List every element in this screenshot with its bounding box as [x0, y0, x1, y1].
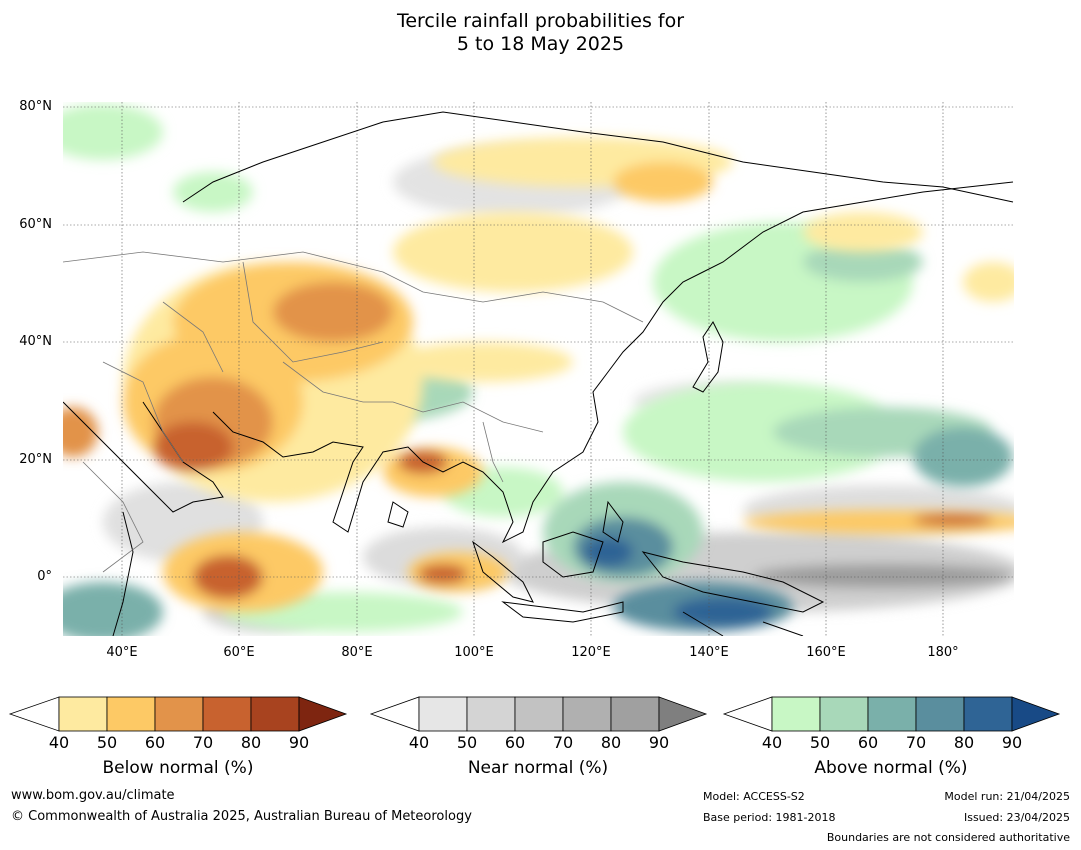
country-boundaries [63, 251, 644, 573]
tick-label: 60 [504, 733, 526, 752]
tick-label: 80 [240, 733, 262, 752]
tick-label: 40 [48, 733, 70, 752]
lon-label-120e: 120°E [571, 645, 611, 660]
lat-label-20n: 20°N [19, 452, 52, 467]
lat-label-40n: 40°N [19, 334, 52, 349]
lon-label-60e: 60°E [223, 645, 255, 660]
footer-model-run: Model run: 21/04/2025 [944, 790, 1070, 803]
footer-base-period: Base period: 1981-2018 [703, 811, 836, 824]
tick-label: 50 [456, 733, 478, 752]
footer-model: Model: ACCESS-S2 [703, 790, 805, 803]
tick-label: 80 [953, 733, 975, 752]
tick-label: 90 [288, 733, 310, 752]
tick-label: 70 [905, 733, 927, 752]
footer-url[interactable]: www.bom.gov.au/climate [11, 788, 175, 803]
lon-label-100e: 100°E [454, 645, 494, 660]
legend-title-near: Near normal (%) [467, 758, 609, 778]
colorbar-above-normal [722, 696, 1061, 732]
rainfall-probability-map [63, 102, 1014, 636]
lon-label-40e: 40°E [106, 645, 138, 660]
tick-label: 70 [192, 733, 214, 752]
lon-label-140e: 140°E [689, 645, 729, 660]
tick-label: 90 [648, 733, 670, 752]
map-canvas [63, 102, 1014, 636]
footer-issued: Issued: 23/04/2025 [963, 811, 1070, 824]
tick-label: 80 [600, 733, 622, 752]
coastlines [63, 111, 1014, 636]
legend-title-below: Below normal (%) [102, 758, 254, 778]
legend-title-above: Above normal (%) [814, 758, 968, 778]
tick-label: 90 [1001, 733, 1023, 752]
tick-label: 50 [809, 733, 831, 752]
footer-copyright: © Commonwealth of Australia 2025, Austra… [11, 809, 472, 824]
footer-boundaries-note: Boundaries are not considered authoritat… [826, 831, 1070, 844]
colorbar-legends [8, 696, 1061, 732]
tick-label: 40 [761, 733, 783, 752]
below-normal-shading [63, 137, 1014, 612]
lat-label-80n: 80°N [19, 99, 52, 114]
colorbar-near-normal [369, 696, 708, 732]
lat-label-equator: 0° [37, 569, 52, 584]
lon-label-80e: 80°E [341, 645, 373, 660]
graticule [63, 102, 1014, 636]
lat-label-60n: 60°N [19, 217, 52, 232]
tick-label: 60 [144, 733, 166, 752]
tick-label: 50 [96, 733, 118, 752]
map-title-line1: Tercile rainfall probabilities for [396, 10, 685, 32]
lon-label-180: 180° [927, 645, 959, 660]
tick-label: 70 [552, 733, 574, 752]
tick-label: 60 [857, 733, 879, 752]
lon-label-160e: 160°E [806, 645, 846, 660]
map-title-line2: 5 to 18 May 2025 [456, 33, 625, 55]
tick-label: 40 [408, 733, 430, 752]
colorbar-below-normal [8, 696, 348, 732]
